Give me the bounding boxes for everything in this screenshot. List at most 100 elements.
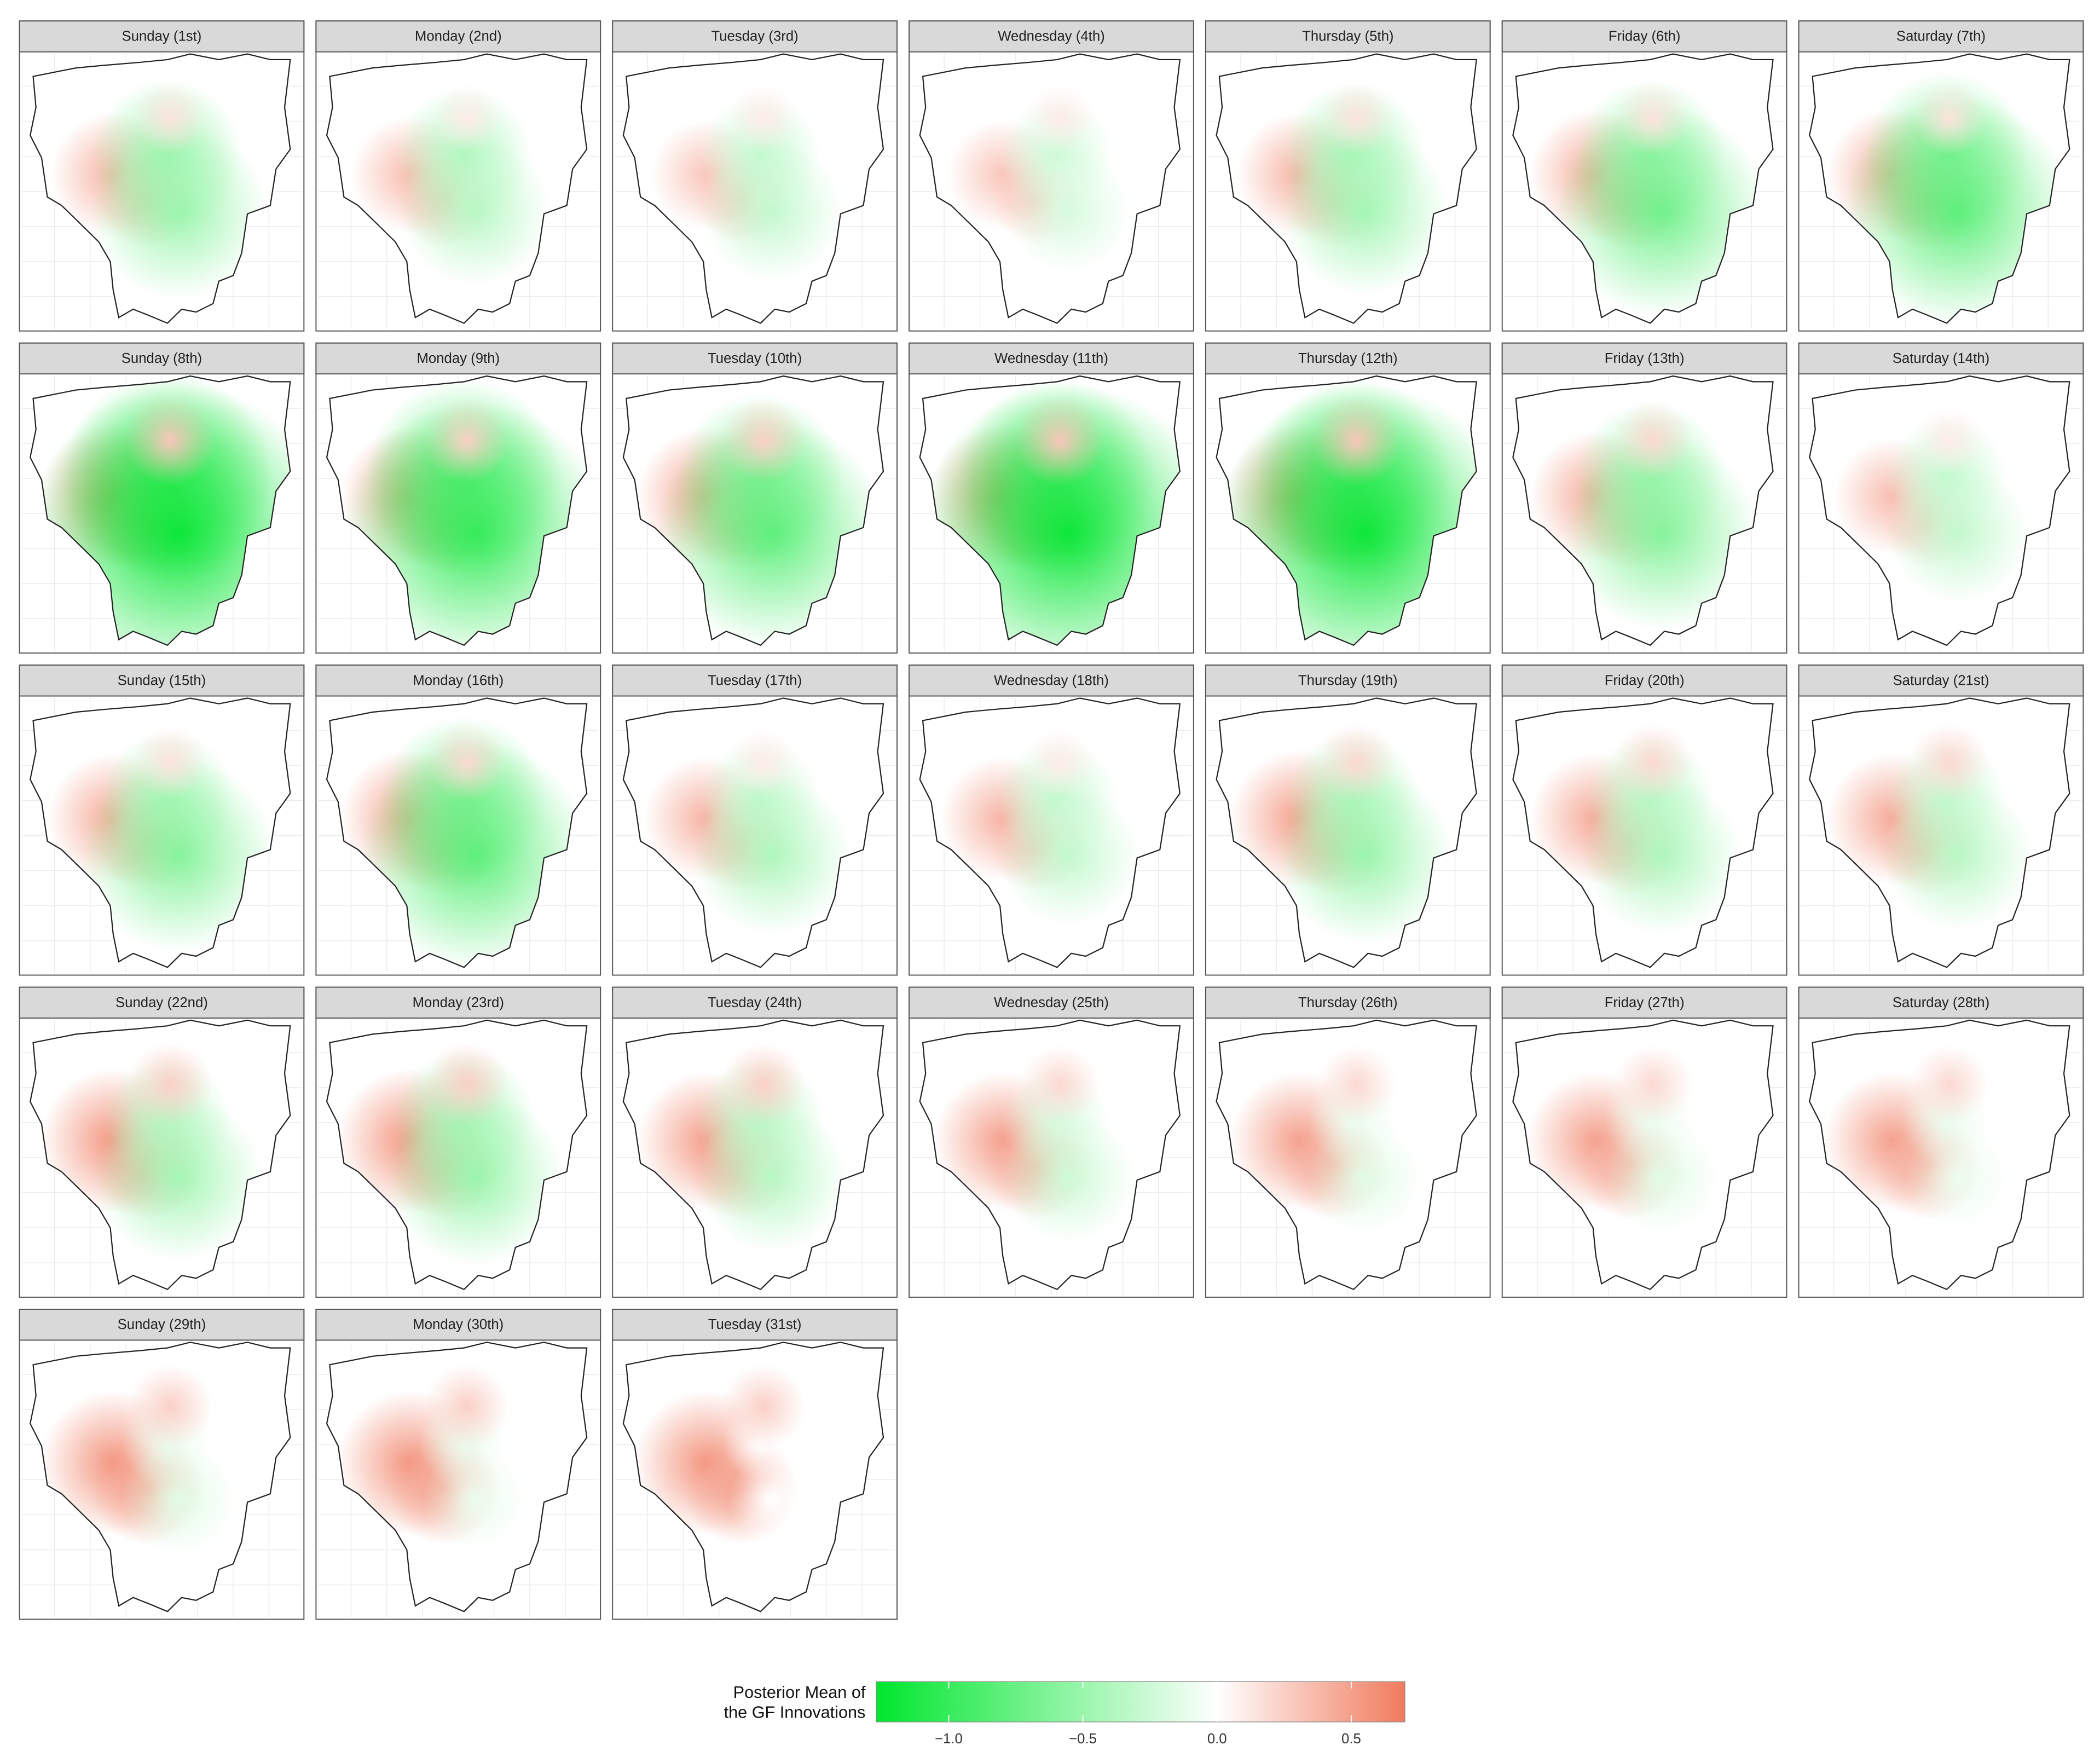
innovation-hotspot: [95, 1094, 263, 1261]
panel-header: [612, 20, 898, 53]
innovation-hotspot: [729, 84, 797, 153]
panel-title: Tuesday (24th): [708, 995, 802, 1010]
map-field: [947, 84, 1130, 273]
innovation-hotspot: [701, 140, 843, 282]
map-field: [1530, 723, 1741, 935]
innovation-hotspot: [424, 1364, 510, 1449]
map-outline: [1512, 53, 1774, 324]
panel-header: [19, 664, 305, 697]
panel: Sunday (1st): [19, 20, 305, 332]
innovation-hotspot: [728, 1455, 816, 1544]
innovation-hotspot: [128, 1042, 213, 1128]
innovation-hotspot: [1905, 1124, 2011, 1230]
panel-title: Tuesday (3rd): [711, 29, 798, 44]
map-outline: [1512, 375, 1774, 646]
panel-title: Sunday (29th): [118, 1317, 206, 1332]
panel-header: [19, 20, 305, 53]
panel-header: [1798, 664, 2084, 697]
map: [1801, 375, 2081, 651]
panel-header: [1205, 986, 1491, 1019]
legend-title: the GF Innovations: [724, 1703, 866, 1722]
panel: Saturday (14th): [1798, 342, 2084, 654]
innovation-hotspot: [721, 1364, 806, 1449]
map: [21, 375, 302, 651]
panel-title: Sunday (22nd): [115, 995, 208, 1010]
map: [614, 1342, 895, 1617]
map: [1207, 1019, 1488, 1296]
panel: Thursday (5th): [1205, 20, 1491, 332]
map-outline: [622, 375, 884, 646]
map-field: [1530, 401, 1758, 630]
panel-header: [612, 342, 898, 375]
panel-header: [1798, 986, 2084, 1019]
panel-header: [909, 986, 1194, 1019]
innovation-hotspot: [432, 84, 501, 153]
panel-header: [19, 342, 305, 375]
map-field: [1826, 723, 2033, 930]
panel-header: [1798, 20, 2084, 53]
innovation-hotspot: [1555, 105, 1767, 317]
innovation-hotspot: [133, 726, 207, 800]
panel-title: Monday (23rd): [413, 995, 504, 1010]
panel: Tuesday (3rd): [612, 20, 898, 332]
panel-title: Sunday (1st): [122, 29, 201, 44]
innovation-hotspot: [1311, 395, 1402, 486]
colorbar-tick-label: −1.0: [935, 1731, 963, 1747]
panel: Sunday (29th): [19, 1309, 305, 1620]
panel-header: [1501, 986, 1787, 1019]
map: [1207, 53, 1488, 330]
map: [614, 375, 895, 651]
map-outline: [326, 375, 588, 646]
map-outline: [30, 1342, 291, 1612]
panel-title: Saturday (21st): [1893, 673, 1989, 688]
panel-header: [315, 986, 601, 1019]
map: [318, 375, 599, 651]
panel-title: Friday (27th): [1605, 995, 1685, 1010]
map-outline: [30, 375, 291, 646]
innovation-hotspot: [1613, 1045, 1693, 1125]
map-outline: [326, 53, 588, 324]
panel-title: Thursday (5th): [1302, 29, 1393, 44]
panel-header: [612, 664, 898, 697]
panel-title: Friday (13th): [1605, 351, 1685, 366]
panel: Wednesday (4th): [909, 20, 1194, 332]
innovation-hotspot: [998, 784, 1139, 926]
map: [1504, 375, 1785, 651]
map-outline: [919, 1019, 1181, 1291]
map-outline: [30, 53, 291, 324]
map: [1801, 697, 2081, 973]
map-field: [40, 1042, 263, 1261]
panel: Saturday (28th): [1798, 986, 2084, 1298]
innovation-hotspot: [1565, 436, 1758, 630]
innovation-hotspot: [1616, 82, 1690, 155]
innovation-hotspot: [721, 398, 806, 483]
panel-title: Wednesday (18th): [994, 673, 1109, 688]
panel-title: Saturday (28th): [1893, 995, 1989, 1010]
map-field: [1826, 72, 2070, 323]
panel: Wednesday (25th): [909, 986, 1194, 1298]
innovation-hotspot: [1277, 767, 1453, 944]
map-field: [50, 79, 267, 299]
map: [614, 1019, 895, 1296]
map-outline: [1809, 1019, 2070, 1291]
map: [1504, 53, 1785, 330]
map: [614, 53, 895, 330]
panel-title: Tuesday (10th): [708, 351, 802, 366]
innovation-hotspot: [125, 395, 216, 486]
map-field: [644, 729, 852, 935]
map-outline: [622, 697, 884, 968]
innovation-hotspot: [128, 1364, 213, 1449]
panel-header: [612, 986, 898, 1019]
innovation-hotspot: [1006, 149, 1130, 273]
map: [911, 375, 1192, 651]
panel-title: Monday (9th): [416, 351, 500, 366]
panel-title: Monday (16th): [413, 673, 504, 688]
map-field: [633, 1364, 816, 1545]
panel: Saturday (21st): [1798, 664, 2084, 976]
panel-header: [909, 664, 1194, 697]
panel-title: Thursday (19th): [1298, 673, 1398, 688]
panel-title: Tuesday (17th): [708, 673, 802, 688]
innovation-hotspot: [122, 1442, 236, 1557]
map: [1504, 697, 1785, 973]
innovation-hotspot: [1910, 1045, 1989, 1125]
